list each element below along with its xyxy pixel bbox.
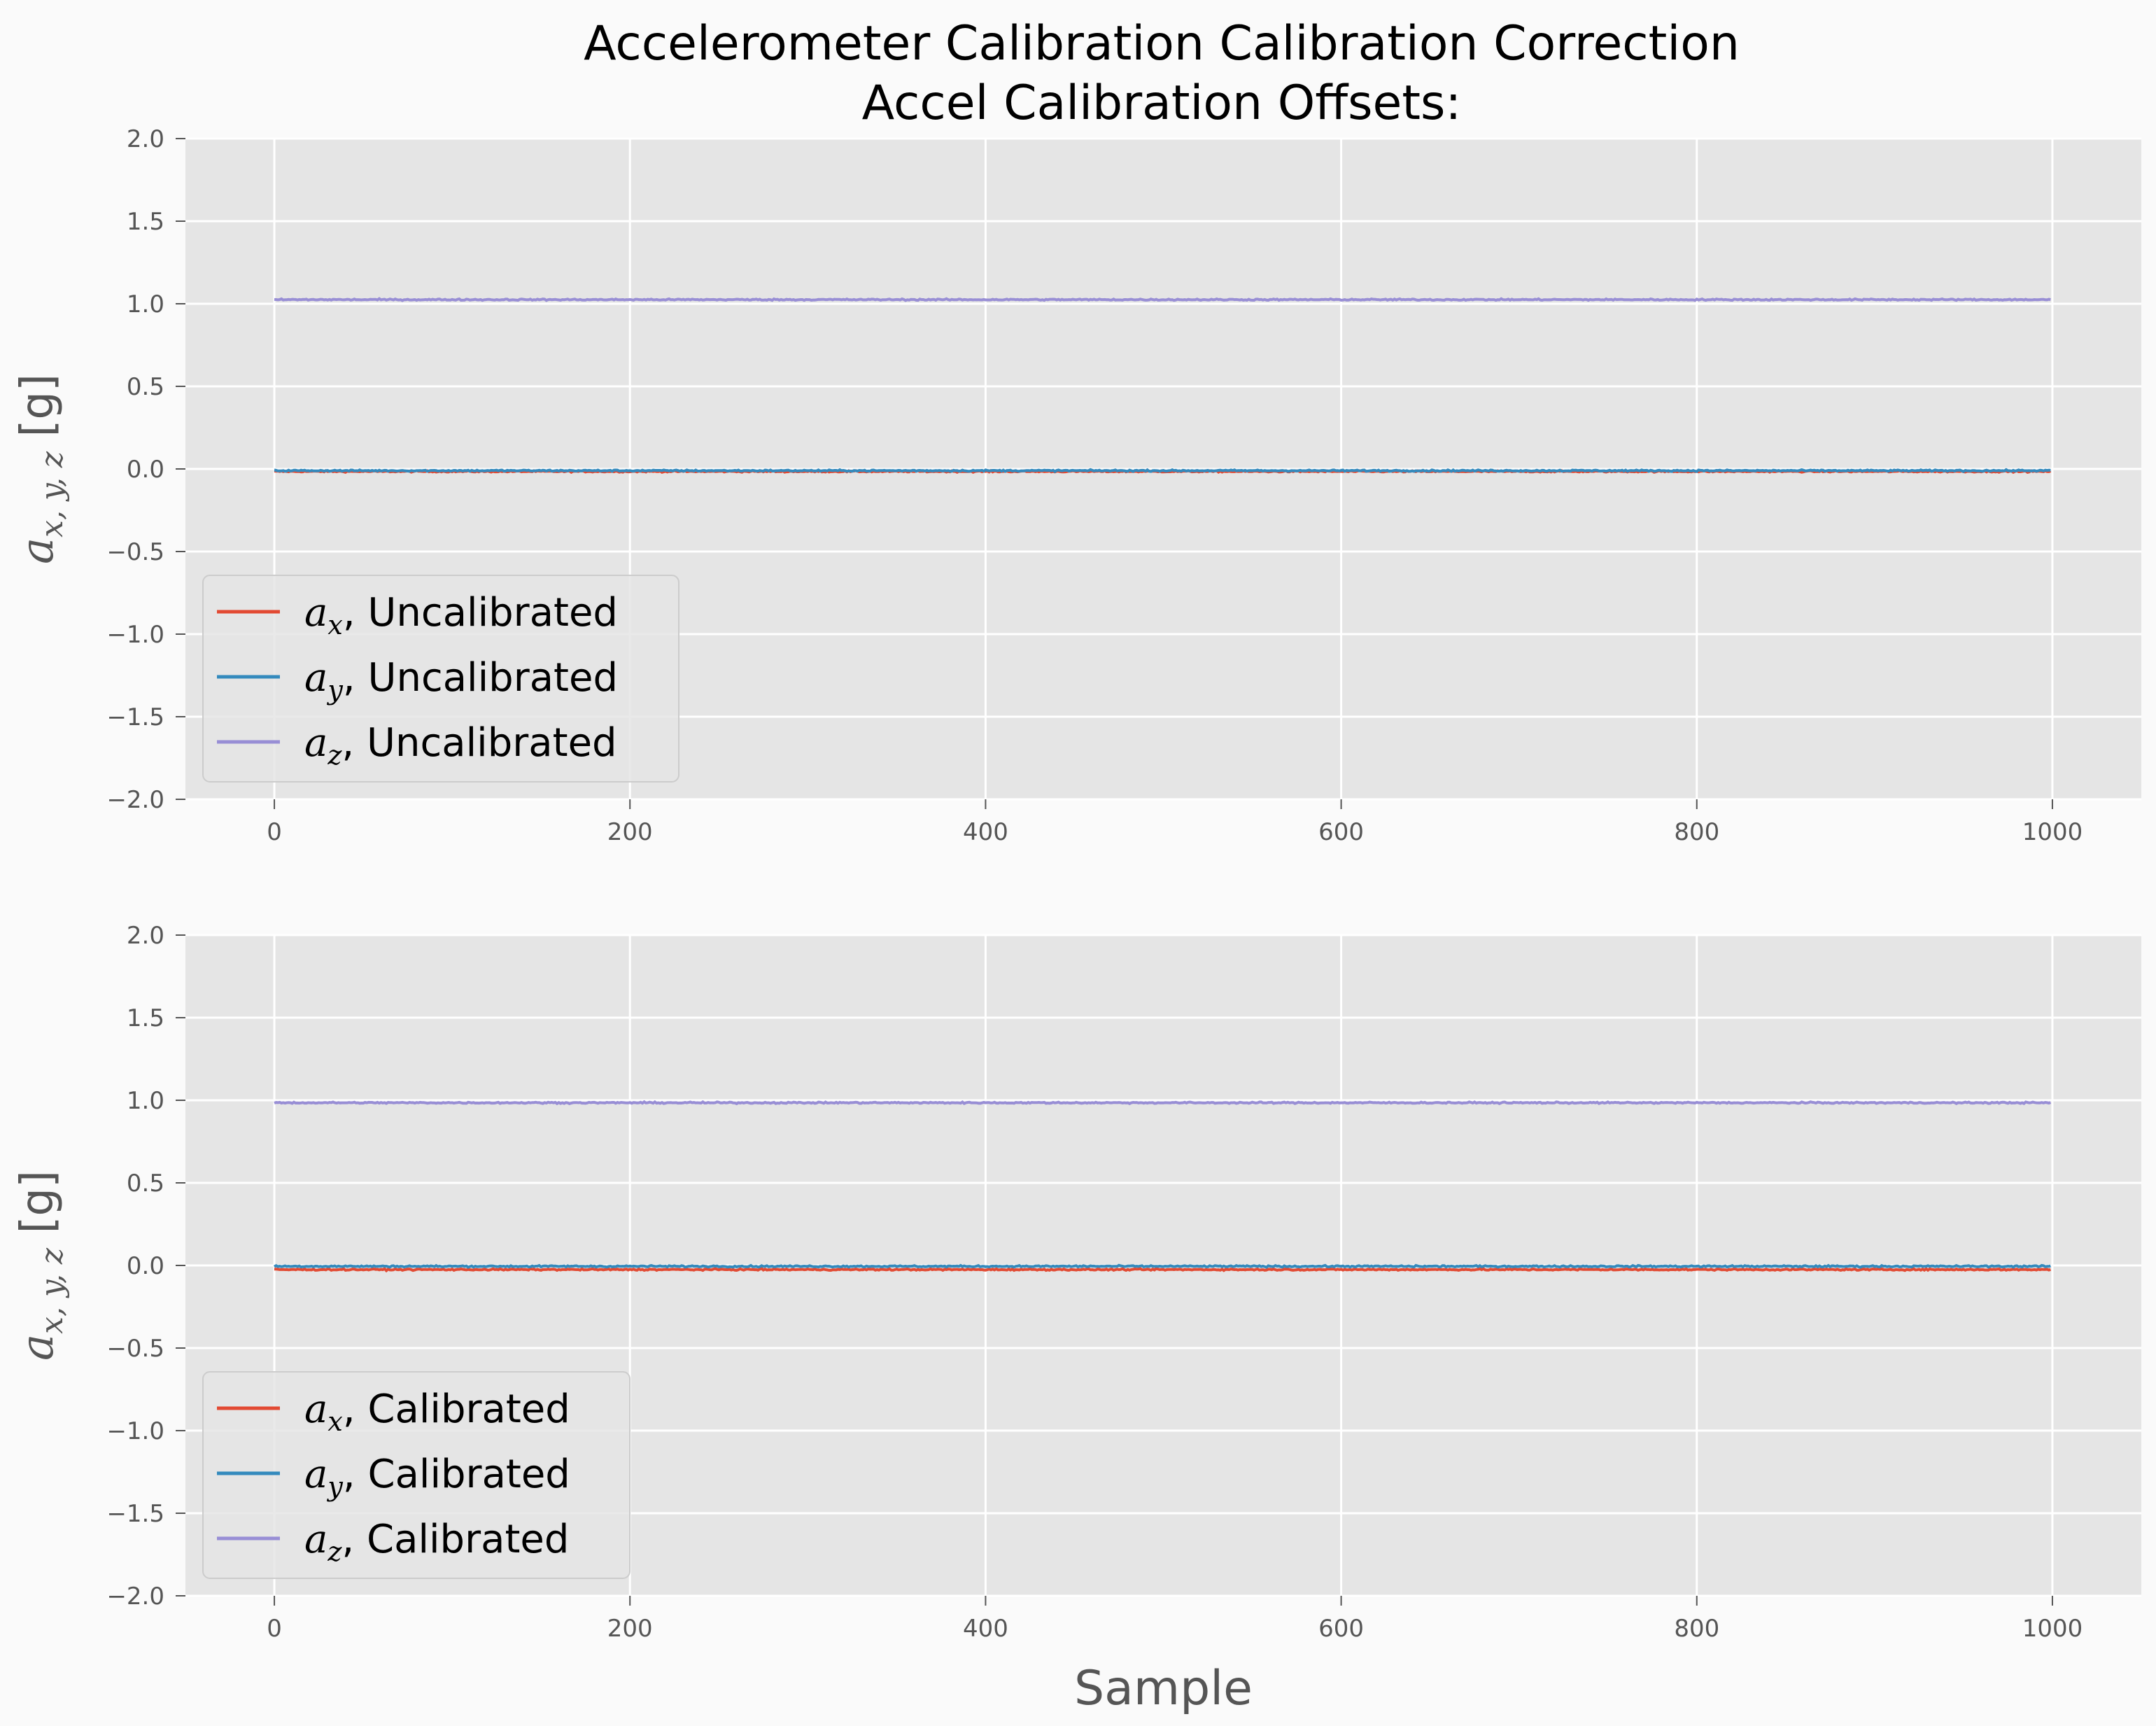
y-tick-label: 1.0 bbox=[127, 290, 164, 318]
legend: ax, Calibrated ay, Calibrated az, Calibrat… bbox=[202, 1371, 630, 1579]
y-axis-label: ax, y, z [g] bbox=[12, 1170, 70, 1361]
x-tick-label: 0 bbox=[267, 1615, 282, 1643]
y-tick-label: −0.5 bbox=[106, 538, 164, 566]
y-tick-label: 2.0 bbox=[127, 922, 164, 950]
y-axis-label: ax, y, z [g] bbox=[12, 374, 70, 564]
x-tick-label: 200 bbox=[607, 818, 653, 846]
legend-label-y: ay, Uncalibrated bbox=[304, 655, 618, 706]
x-tick-label: 600 bbox=[1318, 818, 1364, 846]
x-tick-label: 200 bbox=[607, 1615, 653, 1643]
y-tick-label: 2.0 bbox=[127, 125, 164, 153]
y-tick-label: 0.0 bbox=[127, 1252, 164, 1280]
x-tick-label: 800 bbox=[1674, 1615, 1719, 1643]
legend-label-x: ax, Uncalibrated bbox=[304, 590, 618, 640]
legend-label-y: ay, Calibrated bbox=[304, 1452, 570, 1502]
legend-label-z: az, Calibrated bbox=[304, 1517, 569, 1567]
series-line-y bbox=[274, 1263, 2051, 1269]
y-tick-label: −2.0 bbox=[106, 786, 164, 814]
y-tick-label: −1.5 bbox=[106, 703, 164, 731]
series-line-x bbox=[274, 1267, 2051, 1273]
legend: ax, Uncalibrated ay, Uncalibrated az, Unca… bbox=[202, 575, 679, 783]
top-subplot: −2.0 −1.5 −1.0 −0.5 0.0 0.5 1.0 1.5 2.0 0 200 400 60… bbox=[12, 125, 2141, 846]
y-tick-label: 1.5 bbox=[127, 1004, 164, 1032]
x-tick-label: 800 bbox=[1674, 818, 1719, 846]
y-tick-label: −1.0 bbox=[106, 621, 164, 649]
legend-label-x: ax, Calibrated bbox=[304, 1387, 570, 1437]
y-tick-label: 0.5 bbox=[127, 373, 164, 401]
x-tick-label: 0 bbox=[267, 818, 282, 846]
y-tick-label: 0.5 bbox=[127, 1170, 164, 1198]
series-line-z bbox=[274, 297, 2051, 302]
y-tick-label: −0.5 bbox=[106, 1335, 164, 1363]
x-tick-label: 1000 bbox=[2022, 1615, 2083, 1643]
legend-box bbox=[202, 575, 679, 783]
bottom-subplot: −2.0 −1.5 −1.0 −0.5 0.0 0.5 1.0 1.5 2.0 0 200 400 60… bbox=[12, 922, 2141, 1716]
series-line-y bbox=[274, 468, 2051, 474]
x-tick-label: 400 bbox=[963, 1615, 1008, 1643]
figure-title-line1: Accelerometer Calibration Calibration Co… bbox=[584, 16, 1740, 71]
legend-label-z: az, Uncalibrated bbox=[304, 720, 617, 771]
series-line-z bbox=[274, 1100, 2052, 1106]
x-tick-label: 400 bbox=[963, 818, 1008, 846]
legend-box bbox=[202, 1371, 630, 1579]
y-tick-label: −1.5 bbox=[106, 1500, 164, 1528]
y-tick-label: 0.0 bbox=[127, 456, 164, 484]
x-tick-label: 1000 bbox=[2022, 818, 2083, 846]
figure-title-line2: Accel Calibration Offsets: bbox=[862, 76, 1462, 131]
y-tick-label: 1.5 bbox=[127, 208, 164, 236]
y-tick-label: −1.0 bbox=[106, 1417, 164, 1445]
y-tick-label: 1.0 bbox=[127, 1087, 164, 1115]
x-tick-label: 600 bbox=[1318, 1615, 1364, 1643]
x-axis-label: Sample bbox=[1074, 1661, 1253, 1716]
y-tick-label: −2.0 bbox=[106, 1583, 164, 1611]
